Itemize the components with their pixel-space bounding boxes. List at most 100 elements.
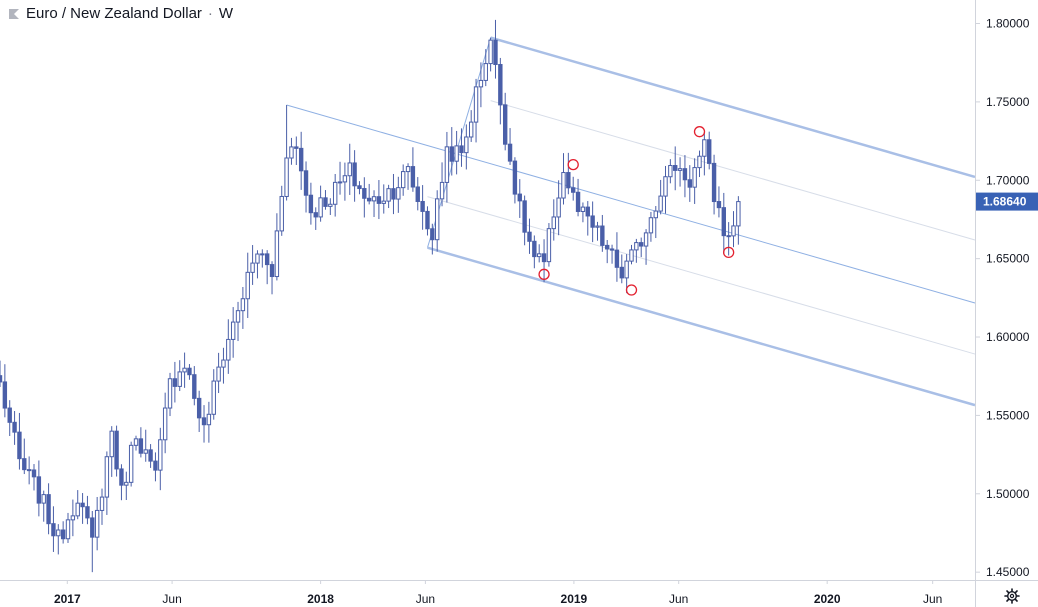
candle-body (376, 196, 382, 204)
candle (328, 198, 333, 215)
candle (308, 182, 314, 225)
candle (449, 127, 454, 176)
candle-body (187, 367, 192, 376)
candle (216, 352, 221, 394)
candle (226, 319, 231, 374)
candle (639, 237, 644, 258)
candle-body (522, 200, 527, 233)
candle-body (94, 509, 100, 538)
candle (430, 223, 435, 255)
candle-body (143, 449, 148, 454)
candle-body (391, 188, 396, 200)
candle (274, 213, 280, 281)
candle-body (167, 378, 173, 409)
candle (260, 249, 265, 268)
candle-body (643, 232, 649, 247)
candle (342, 162, 348, 201)
candle (187, 364, 192, 380)
candle (551, 199, 556, 241)
candle (410, 147, 416, 192)
candle-body (362, 188, 367, 199)
candle-body (663, 176, 668, 197)
pitchfork-lower-line (427, 246, 976, 407)
candle (376, 180, 382, 220)
pitchfork-lower-mid-line (427, 196, 976, 355)
candle-body (148, 449, 153, 462)
candle-body (512, 160, 518, 195)
candle (133, 435, 139, 451)
candle-body (507, 143, 513, 162)
candle-body (639, 242, 644, 247)
candle-body (711, 162, 717, 203)
candle-body (41, 494, 46, 504)
candle (614, 232, 620, 282)
candle (595, 221, 600, 241)
candle-body (192, 374, 197, 399)
x-tick-label: Jun (923, 592, 942, 606)
candle (697, 150, 702, 178)
candle-body (85, 506, 90, 519)
candle (323, 190, 328, 210)
candle-body (634, 242, 639, 251)
candle-body (17, 431, 22, 460)
candle-body (46, 494, 51, 525)
candle (104, 451, 110, 515)
candle-body (313, 212, 318, 218)
candle (114, 425, 119, 477)
candle-body (99, 496, 105, 511)
candle (425, 206, 430, 236)
candle-body (245, 271, 250, 300)
candle-body (716, 201, 722, 209)
candle-body (269, 264, 275, 278)
candle-body (264, 253, 270, 266)
candle (128, 441, 134, 487)
candle-body (697, 155, 702, 169)
candle (561, 153, 566, 205)
candle (609, 244, 615, 264)
candle (527, 218, 532, 254)
candle (546, 223, 552, 267)
candle-body (109, 430, 114, 458)
candle-body (114, 430, 119, 470)
candle-body (546, 228, 552, 263)
candle-body (294, 146, 299, 149)
candle (230, 307, 236, 358)
candle (177, 360, 182, 392)
andrews-pitchfork[interactable] (286, 36, 976, 407)
candle (483, 49, 488, 87)
candle-body (70, 515, 76, 521)
candle (41, 490, 46, 522)
candle (536, 244, 542, 263)
candle-body (396, 187, 401, 200)
candle (119, 464, 124, 501)
circle-marker (567, 158, 579, 171)
candle (653, 206, 658, 239)
candle-body (347, 162, 352, 177)
candle (352, 150, 357, 202)
candle-body (454, 145, 459, 162)
candle (148, 444, 153, 468)
symbol-legend[interactable]: Euro / New Zealand Dollar · W (8, 5, 233, 22)
candle-body (366, 197, 372, 202)
x-tick-label: Jun (416, 592, 435, 606)
candle-body (60, 529, 66, 540)
candle (70, 499, 76, 537)
candle (298, 131, 304, 190)
candle (488, 37, 493, 72)
candle-body (371, 196, 377, 202)
candle-body (328, 203, 333, 207)
gear-icon[interactable] (1004, 588, 1020, 604)
candle (677, 157, 683, 187)
candle (391, 173, 396, 215)
candle (716, 186, 722, 218)
candle (269, 261, 275, 295)
candle-body (415, 186, 420, 202)
candle (439, 162, 445, 207)
candle (264, 250, 270, 285)
circle-marker (693, 126, 706, 138)
candle (51, 506, 56, 552)
candle (668, 159, 673, 184)
candle (65, 512, 71, 543)
